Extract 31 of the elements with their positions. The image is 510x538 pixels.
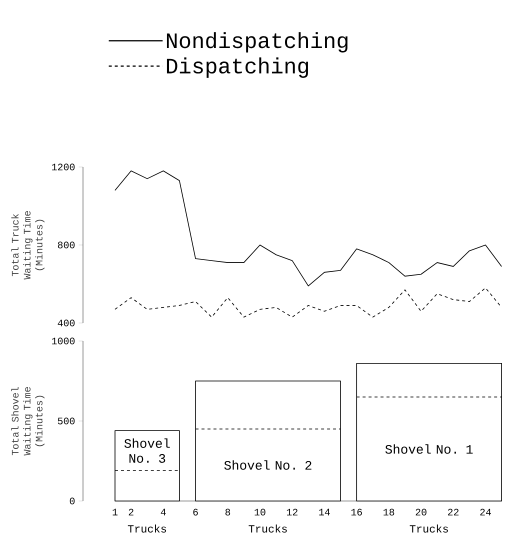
line-series (114, 170, 502, 286)
x-tick-label: 6 (193, 508, 198, 516)
x-tick-label: 24 (480, 508, 491, 516)
x-tick-label: 18 (384, 508, 394, 516)
x-axis-title: Trucks (128, 524, 166, 533)
text: Trucks (248, 524, 287, 533)
series-label: Shovel No. 1 (385, 444, 473, 454)
x-tick-label: 12 (286, 508, 298, 516)
x-tick-label: 16 (351, 508, 362, 516)
x-tick-label: 14 (319, 508, 330, 516)
legend-label: Nondispatching (166, 32, 348, 53)
y-tick-label: 400 (58, 320, 75, 326)
y-axis-title: Total Truck Waiting Time (Minutes) (11, 211, 44, 280)
x-tick-label: 4 (160, 508, 166, 516)
series-label: Shovel No. 2 (224, 460, 312, 470)
y-tick-label: 800 (58, 242, 75, 248)
series-label: Shovel No. 3 (124, 438, 170, 463)
x-tick-label: 20 (416, 508, 426, 516)
y-tick-label: 500 (58, 418, 75, 424)
y-tick-label: 1000 (52, 338, 75, 344)
legend-label: Dispatching (166, 57, 308, 78)
y-tick-label: 1200 (52, 164, 75, 170)
x-tick-label: 2 (128, 508, 134, 516)
text: Trucks (410, 524, 448, 533)
y-axis-title: Total Shovel Waiting Time (Minutes) (11, 387, 44, 456)
x-tick-label: 8 (225, 508, 230, 516)
y-tick-label: 0 (70, 498, 75, 504)
x-tick-label: 10 (254, 508, 266, 516)
x-tick-label: 1 (112, 508, 118, 516)
line-series (114, 288, 502, 318)
x-tick-label: 22 (448, 508, 459, 516)
